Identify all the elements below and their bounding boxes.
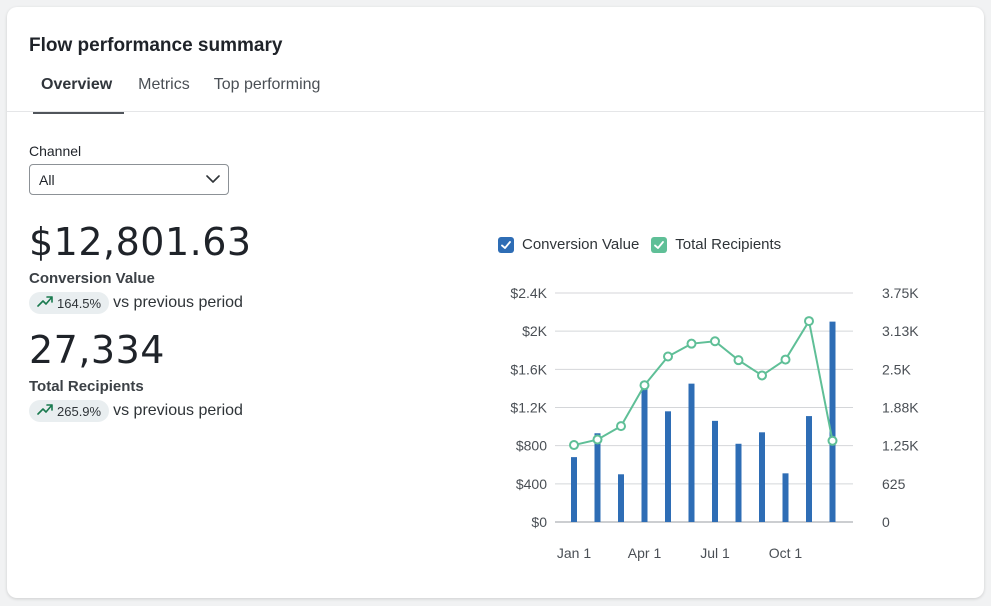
- trend-badge: 164.5%: [29, 292, 110, 314]
- point-total-recipients: [757, 370, 767, 381]
- trend-caption: vs previous period: [113, 402, 243, 419]
- y-left-tick-label: $2.4K: [510, 285, 547, 301]
- trend-badge: 265.9%: [29, 400, 110, 422]
- card-title: Flow performance summary: [29, 35, 283, 56]
- bar-conversion-value: [806, 416, 812, 522]
- bar-conversion-value: [571, 457, 577, 522]
- checkbox-checked-icon[interactable]: [498, 236, 514, 253]
- y-right-tick-label: 3.75K: [882, 285, 919, 301]
- x-tick-label: Jan 1: [557, 545, 591, 561]
- x-tick-label: Jul 1: [700, 545, 730, 561]
- flow-performance-card: Flow performance summary Overview Metric…: [7, 7, 984, 598]
- x-tick-label: Oct 1: [769, 545, 803, 561]
- point-total-recipients: [827, 435, 838, 446]
- legend-total-recipients[interactable]: Total Recipients: [651, 236, 781, 253]
- x-tick-label: Apr 1: [628, 545, 662, 561]
- point-total-recipients: [663, 351, 673, 362]
- y-right-tick-label: 0: [882, 514, 890, 530]
- y-right-tick-label: 625: [882, 476, 906, 492]
- tabs-divider: [7, 111, 984, 112]
- tab-bar: Overview Metrics Top performing: [29, 71, 332, 114]
- legend-label: Conversion Value: [522, 236, 640, 253]
- total-recipients-amount: 27,334: [29, 328, 165, 372]
- checkbox-checked-icon[interactable]: [651, 236, 668, 253]
- point-total-recipients: [733, 355, 744, 366]
- point-total-recipients: [569, 440, 579, 451]
- conversion-value-label: Conversion Value: [29, 270, 155, 287]
- y-right-tick-label: 2.5K: [882, 361, 911, 377]
- point-total-recipients: [686, 338, 697, 349]
- y-left-tick-label: $1.6K: [510, 361, 547, 377]
- y-left-tick-label: $800: [516, 438, 547, 454]
- channel-label: Channel: [29, 143, 82, 159]
- tab-overview[interactable]: Overview: [29, 71, 125, 114]
- legend-label: Total Recipients: [675, 236, 782, 253]
- bar-conversion-value: [618, 474, 624, 522]
- bar-conversion-value: [688, 383, 695, 522]
- bar-conversion-value: [712, 420, 718, 522]
- bar-conversion-value: [829, 321, 836, 522]
- point-total-recipients: [804, 316, 814, 327]
- y-left-tick-label: $2K: [522, 323, 548, 339]
- trend-percent: 164.5%: [57, 295, 102, 311]
- channel-select[interactable]: All: [29, 164, 229, 195]
- y-right-tick-label: 1.88K: [882, 400, 919, 416]
- y-right-tick-label: 3.13K: [882, 323, 919, 339]
- conversion-value-amount: $12,801.63: [29, 220, 252, 264]
- tab-metrics[interactable]: Metrics: [138, 76, 190, 93]
- combo-chart: $0 0 $400 625 $800 1.25K $1.2K 1.88K $1.6K 2.5K $2…: [510, 285, 919, 561]
- trend-up-icon: [37, 402, 53, 420]
- bar-conversion-value: [782, 473, 789, 522]
- tab-top-performing[interactable]: Top performing: [213, 76, 321, 93]
- point-total-recipients: [616, 421, 626, 432]
- trend-caption: vs previous period: [113, 294, 243, 311]
- y-left-tick-label: $400: [516, 476, 547, 492]
- y-right-tick-label: 1.25K: [882, 438, 919, 454]
- trend-up-icon: [37, 294, 53, 312]
- legend-conversion-value[interactable]: Conversion Value: [498, 236, 639, 253]
- chevron-down-icon: [206, 172, 220, 191]
- point-total-recipients: [780, 354, 791, 365]
- channel-select-value: All: [39, 172, 55, 188]
- bar-conversion-value: [665, 411, 671, 522]
- bar-conversion-value: [759, 432, 765, 522]
- y-left-tick-label: $1.2K: [510, 400, 547, 416]
- chart-legend: Conversion Value Total Recipients: [498, 236, 793, 253]
- conversion-value-trend: 164.5% vs previous period: [29, 292, 243, 314]
- bar-conversion-value: [641, 386, 648, 522]
- line-total-recipients: [573, 318, 834, 447]
- trend-percent: 265.9%: [57, 403, 102, 419]
- total-recipients-label: Total Recipients: [29, 378, 144, 395]
- point-total-recipients: [710, 336, 720, 347]
- y-left-tick-label: $0: [531, 514, 547, 530]
- point-total-recipients: [592, 434, 603, 445]
- total-recipients-trend: 265.9% vs previous period: [29, 400, 243, 422]
- bar-conversion-value: [735, 443, 742, 522]
- point-total-recipients: [639, 380, 650, 391]
- bar-conversion-value: [594, 433, 601, 522]
